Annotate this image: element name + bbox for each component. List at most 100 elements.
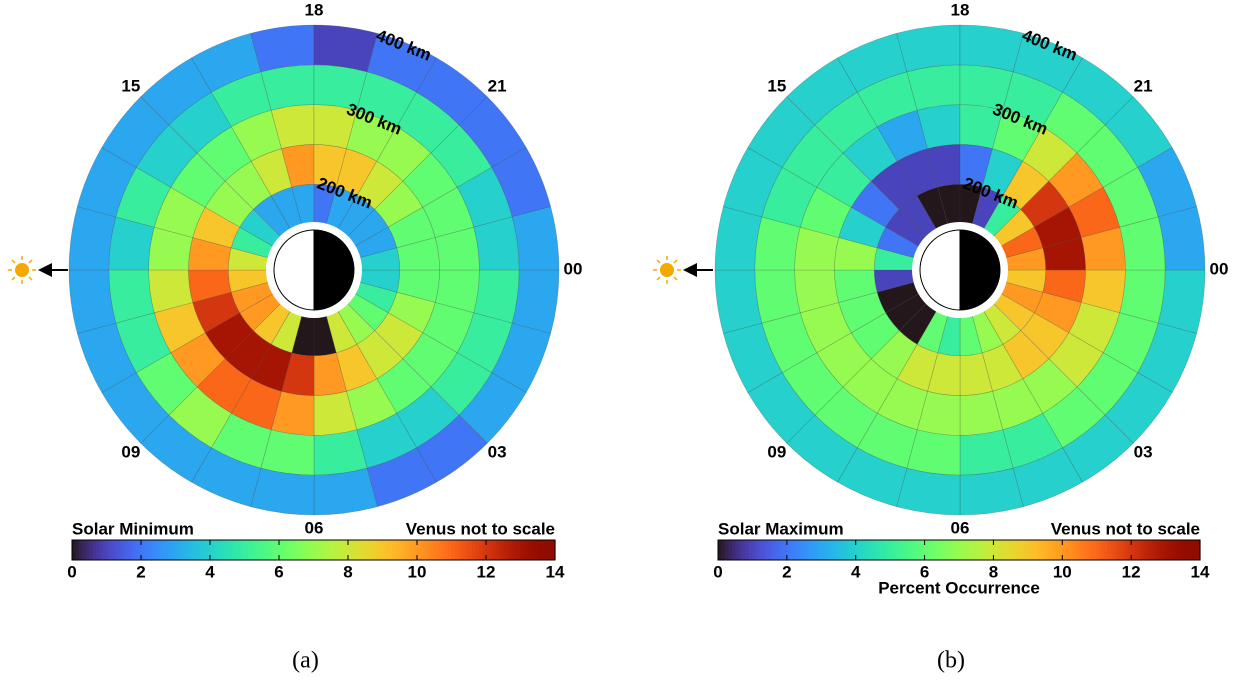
colorbar-swatch: [1120, 540, 1125, 560]
colorbar-swatch: [1072, 540, 1077, 560]
colorbar-swatch: [893, 540, 898, 560]
colorbar-tick-label: 6: [274, 562, 283, 581]
colorbar-swatch: [755, 540, 760, 560]
colorbar-swatch: [1162, 540, 1167, 560]
colorbar-swatch: [244, 540, 249, 560]
colorbar-swatch: [1141, 540, 1146, 560]
colorbar-swatch: [348, 540, 353, 560]
colorbar-swatch: [441, 540, 446, 560]
colorbar-swatch: [172, 540, 177, 560]
heatmap-cell: [396, 386, 460, 449]
colorbar-swatch: [786, 540, 791, 560]
colorbar-swatch: [130, 540, 135, 560]
colorbar-swatch: [499, 540, 504, 560]
colorbar: [717, 539, 1201, 561]
colorbar-swatch: [869, 540, 874, 560]
colorbar-swatch: [203, 540, 208, 560]
colorbar-swatch: [261, 540, 266, 560]
colorbar-swatch: [1169, 540, 1174, 560]
venus-night-side: [960, 230, 1000, 310]
colorbar-swatch: [168, 540, 173, 560]
colorbar-swatch: [1010, 540, 1015, 560]
colorbar-swatch: [354, 540, 359, 560]
caption: (b): [937, 648, 965, 674]
colorbar-swatch: [75, 540, 80, 560]
colorbar-tick-label: 8: [343, 562, 352, 581]
colorbar-swatch: [1020, 540, 1026, 560]
colorbar-swatch: [1165, 540, 1170, 560]
colorbar-swatch: [748, 540, 754, 560]
colorbar-swatch: [969, 540, 974, 560]
colorbar-swatch: [779, 540, 785, 560]
colorbar-swatch: [883, 540, 888, 560]
local-time-label: 06: [951, 518, 970, 537]
colorbar-swatch: [934, 540, 939, 560]
colorbar-swatch: [503, 540, 508, 560]
colorbar-swatch: [92, 540, 97, 560]
heatmap-cell: [1137, 147, 1198, 218]
colorbar-swatch: [1017, 540, 1022, 560]
colorbar-swatch: [185, 540, 190, 560]
colorbar-tick-label: 4: [851, 562, 861, 581]
colorbar-swatch: [451, 540, 456, 560]
colorbar-swatch: [1007, 540, 1012, 560]
colorbar-swatch: [1110, 540, 1115, 560]
colorbar-swatch: [423, 540, 428, 560]
colorbar-swatch: [189, 540, 194, 560]
colorbar-swatch: [838, 540, 843, 560]
colorbar-swatch: [879, 540, 884, 560]
colorbar-swatch: [986, 540, 991, 560]
colorbar-tick-label: 0: [713, 562, 722, 581]
heatmap-cell: [1002, 160, 1050, 210]
heatmap-cell: [781, 124, 844, 188]
colorbar-swatch: [959, 540, 964, 560]
colorbar-swatch: [510, 540, 515, 560]
colorbar-swatch: [437, 540, 442, 560]
colorbar-swatch: [196, 540, 201, 560]
colorbar-swatch: [430, 540, 435, 560]
panel-title: Solar Maximum: [718, 519, 844, 538]
heatmap-cell: [491, 147, 552, 218]
heatmap-cell: [1042, 386, 1106, 449]
colorbar-swatch: [358, 540, 363, 560]
colorbar-swatch: [461, 540, 466, 560]
colorbar-swatch: [299, 540, 304, 560]
colorbar-swatch: [272, 540, 277, 560]
colorbar-swatch: [458, 540, 463, 560]
colorbar-swatch: [941, 540, 946, 560]
colorbar-swatch: [921, 540, 926, 560]
colorbar-swatch: [917, 540, 922, 560]
colorbar-swatch: [82, 540, 87, 560]
colorbar-swatch: [1024, 540, 1029, 560]
heatmap-cell: [959, 467, 1024, 516]
colorbar-swatch: [903, 540, 908, 560]
colorbar-swatch: [945, 540, 950, 560]
colorbar-swatch: [385, 540, 390, 560]
colorbar-tick-label: 14: [546, 562, 565, 581]
colorbar-swatch: [1186, 540, 1191, 560]
colorbar-swatch: [206, 540, 211, 560]
colorbar-swatch: [506, 540, 511, 560]
heatmap-cell: [68, 206, 117, 271]
colorbar-swatch: [1158, 540, 1163, 560]
colorbar-swatch: [1172, 540, 1177, 560]
colorbar-swatch: [1038, 540, 1043, 560]
colorbar-swatch: [96, 540, 101, 560]
colorbar-swatch: [989, 540, 995, 560]
heatmap-cell: [916, 104, 961, 150]
colorbar-swatch: [444, 540, 449, 560]
colorbar-swatch: [530, 540, 535, 560]
colorbar-swatch: [147, 540, 152, 560]
colorbar-swatch: [313, 540, 318, 560]
colorbar-swatch: [175, 540, 180, 560]
heatmap-cell: [140, 414, 212, 483]
colorbar-swatch: [1065, 540, 1070, 560]
colorbar-swatch: [804, 540, 809, 560]
colorbar-swatch: [1117, 540, 1122, 560]
colorbar-swatch: [327, 540, 332, 560]
local-time-label: 15: [121, 76, 140, 95]
colorbar-tick-label: 2: [136, 562, 145, 581]
colorbar-swatch: [976, 540, 981, 560]
colorbar-tick-label: 12: [1122, 562, 1141, 581]
heatmap-cell: [416, 57, 488, 126]
